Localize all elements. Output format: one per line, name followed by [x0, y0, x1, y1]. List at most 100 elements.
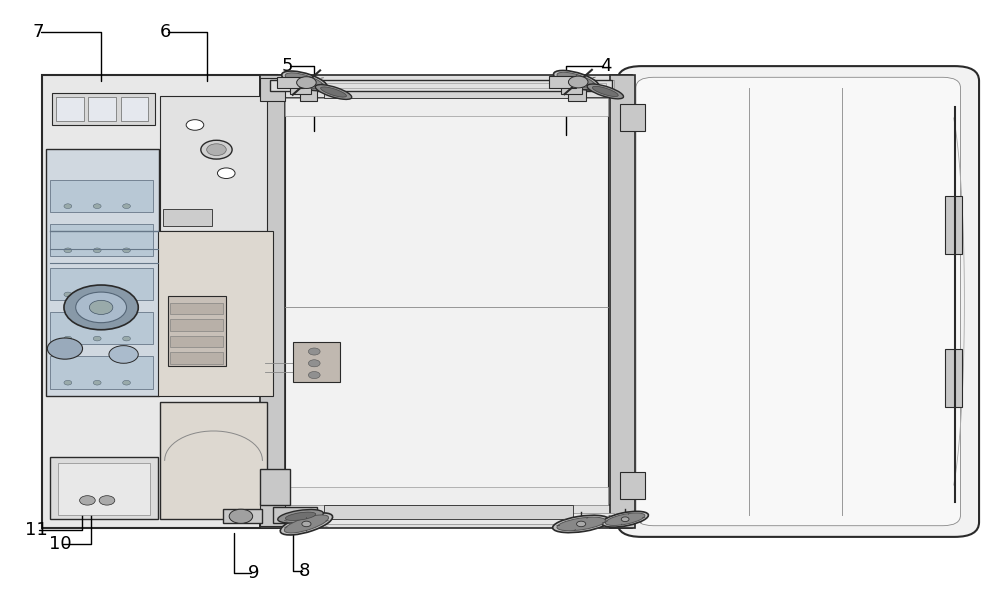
Circle shape	[47, 338, 83, 359]
Bar	[260, 75, 285, 528]
Bar	[610, 75, 635, 528]
Circle shape	[93, 292, 101, 297]
Bar	[260, 505, 632, 528]
Bar	[277, 513, 614, 524]
Bar	[561, 77, 582, 94]
Circle shape	[93, 380, 101, 385]
Bar	[277, 83, 606, 89]
Bar	[223, 509, 262, 523]
Bar	[945, 195, 962, 254]
Bar	[568, 85, 586, 101]
Circle shape	[64, 285, 138, 330]
Ellipse shape	[602, 511, 648, 527]
Circle shape	[568, 76, 588, 88]
Bar	[620, 104, 645, 131]
FancyBboxPatch shape	[636, 77, 960, 526]
Ellipse shape	[605, 513, 645, 525]
Bar	[52, 93, 155, 125]
Circle shape	[577, 521, 586, 526]
Bar	[277, 77, 304, 89]
Circle shape	[572, 78, 580, 83]
Bar	[260, 75, 632, 98]
Bar	[273, 507, 317, 523]
Bar	[158, 231, 273, 396]
Bar	[50, 458, 158, 519]
Ellipse shape	[321, 87, 346, 97]
Circle shape	[123, 248, 130, 253]
Bar	[285, 98, 608, 505]
Text: 5: 5	[281, 57, 293, 75]
Ellipse shape	[553, 71, 599, 90]
Bar	[50, 180, 153, 212]
Text: 11: 11	[25, 521, 48, 539]
Bar	[88, 96, 116, 121]
Circle shape	[123, 380, 130, 385]
Circle shape	[80, 496, 95, 505]
Circle shape	[123, 292, 130, 297]
Circle shape	[217, 168, 235, 178]
Circle shape	[123, 204, 130, 209]
Text: 8: 8	[299, 562, 310, 580]
Bar	[58, 463, 150, 514]
Circle shape	[93, 204, 101, 209]
Bar	[324, 505, 573, 519]
Circle shape	[93, 336, 101, 341]
Circle shape	[186, 119, 204, 130]
Bar	[170, 303, 223, 314]
Bar	[121, 96, 148, 121]
Circle shape	[64, 380, 72, 385]
Text: 4: 4	[600, 57, 611, 75]
Bar	[163, 209, 212, 226]
Circle shape	[308, 371, 320, 379]
Bar	[46, 148, 159, 396]
Bar	[612, 478, 637, 502]
Bar	[277, 80, 614, 91]
Circle shape	[207, 144, 226, 156]
Circle shape	[302, 521, 311, 526]
Ellipse shape	[315, 84, 352, 99]
Bar	[260, 503, 285, 526]
Bar	[168, 295, 226, 366]
Circle shape	[109, 346, 138, 363]
Bar	[42, 75, 277, 528]
Circle shape	[64, 248, 72, 253]
Circle shape	[308, 348, 320, 355]
Bar	[170, 352, 223, 364]
Bar	[170, 319, 223, 331]
Circle shape	[201, 140, 232, 159]
Ellipse shape	[285, 512, 316, 520]
Circle shape	[64, 204, 72, 209]
Ellipse shape	[557, 517, 605, 531]
Circle shape	[621, 517, 629, 522]
Bar	[611, 113, 623, 490]
Circle shape	[76, 292, 127, 323]
Ellipse shape	[284, 515, 329, 533]
Text: 9: 9	[248, 564, 259, 582]
Circle shape	[300, 78, 309, 83]
Circle shape	[123, 336, 130, 341]
Bar	[50, 356, 153, 388]
Ellipse shape	[282, 71, 327, 90]
Ellipse shape	[587, 84, 624, 99]
Bar	[56, 96, 84, 121]
Bar	[50, 268, 153, 300]
Circle shape	[229, 509, 253, 523]
Bar	[945, 349, 962, 408]
Ellipse shape	[280, 513, 333, 535]
Circle shape	[93, 248, 101, 253]
Bar	[293, 342, 340, 382]
Bar	[260, 78, 285, 101]
Circle shape	[89, 300, 113, 314]
Bar	[270, 80, 612, 91]
Bar	[50, 312, 153, 344]
Circle shape	[308, 360, 320, 367]
FancyBboxPatch shape	[617, 66, 979, 537]
Bar	[170, 336, 223, 347]
Circle shape	[64, 336, 72, 341]
Bar	[285, 98, 608, 116]
Circle shape	[297, 77, 316, 89]
Text: 6: 6	[160, 23, 171, 41]
Bar	[260, 469, 290, 505]
Circle shape	[64, 292, 72, 297]
Bar	[160, 402, 267, 519]
